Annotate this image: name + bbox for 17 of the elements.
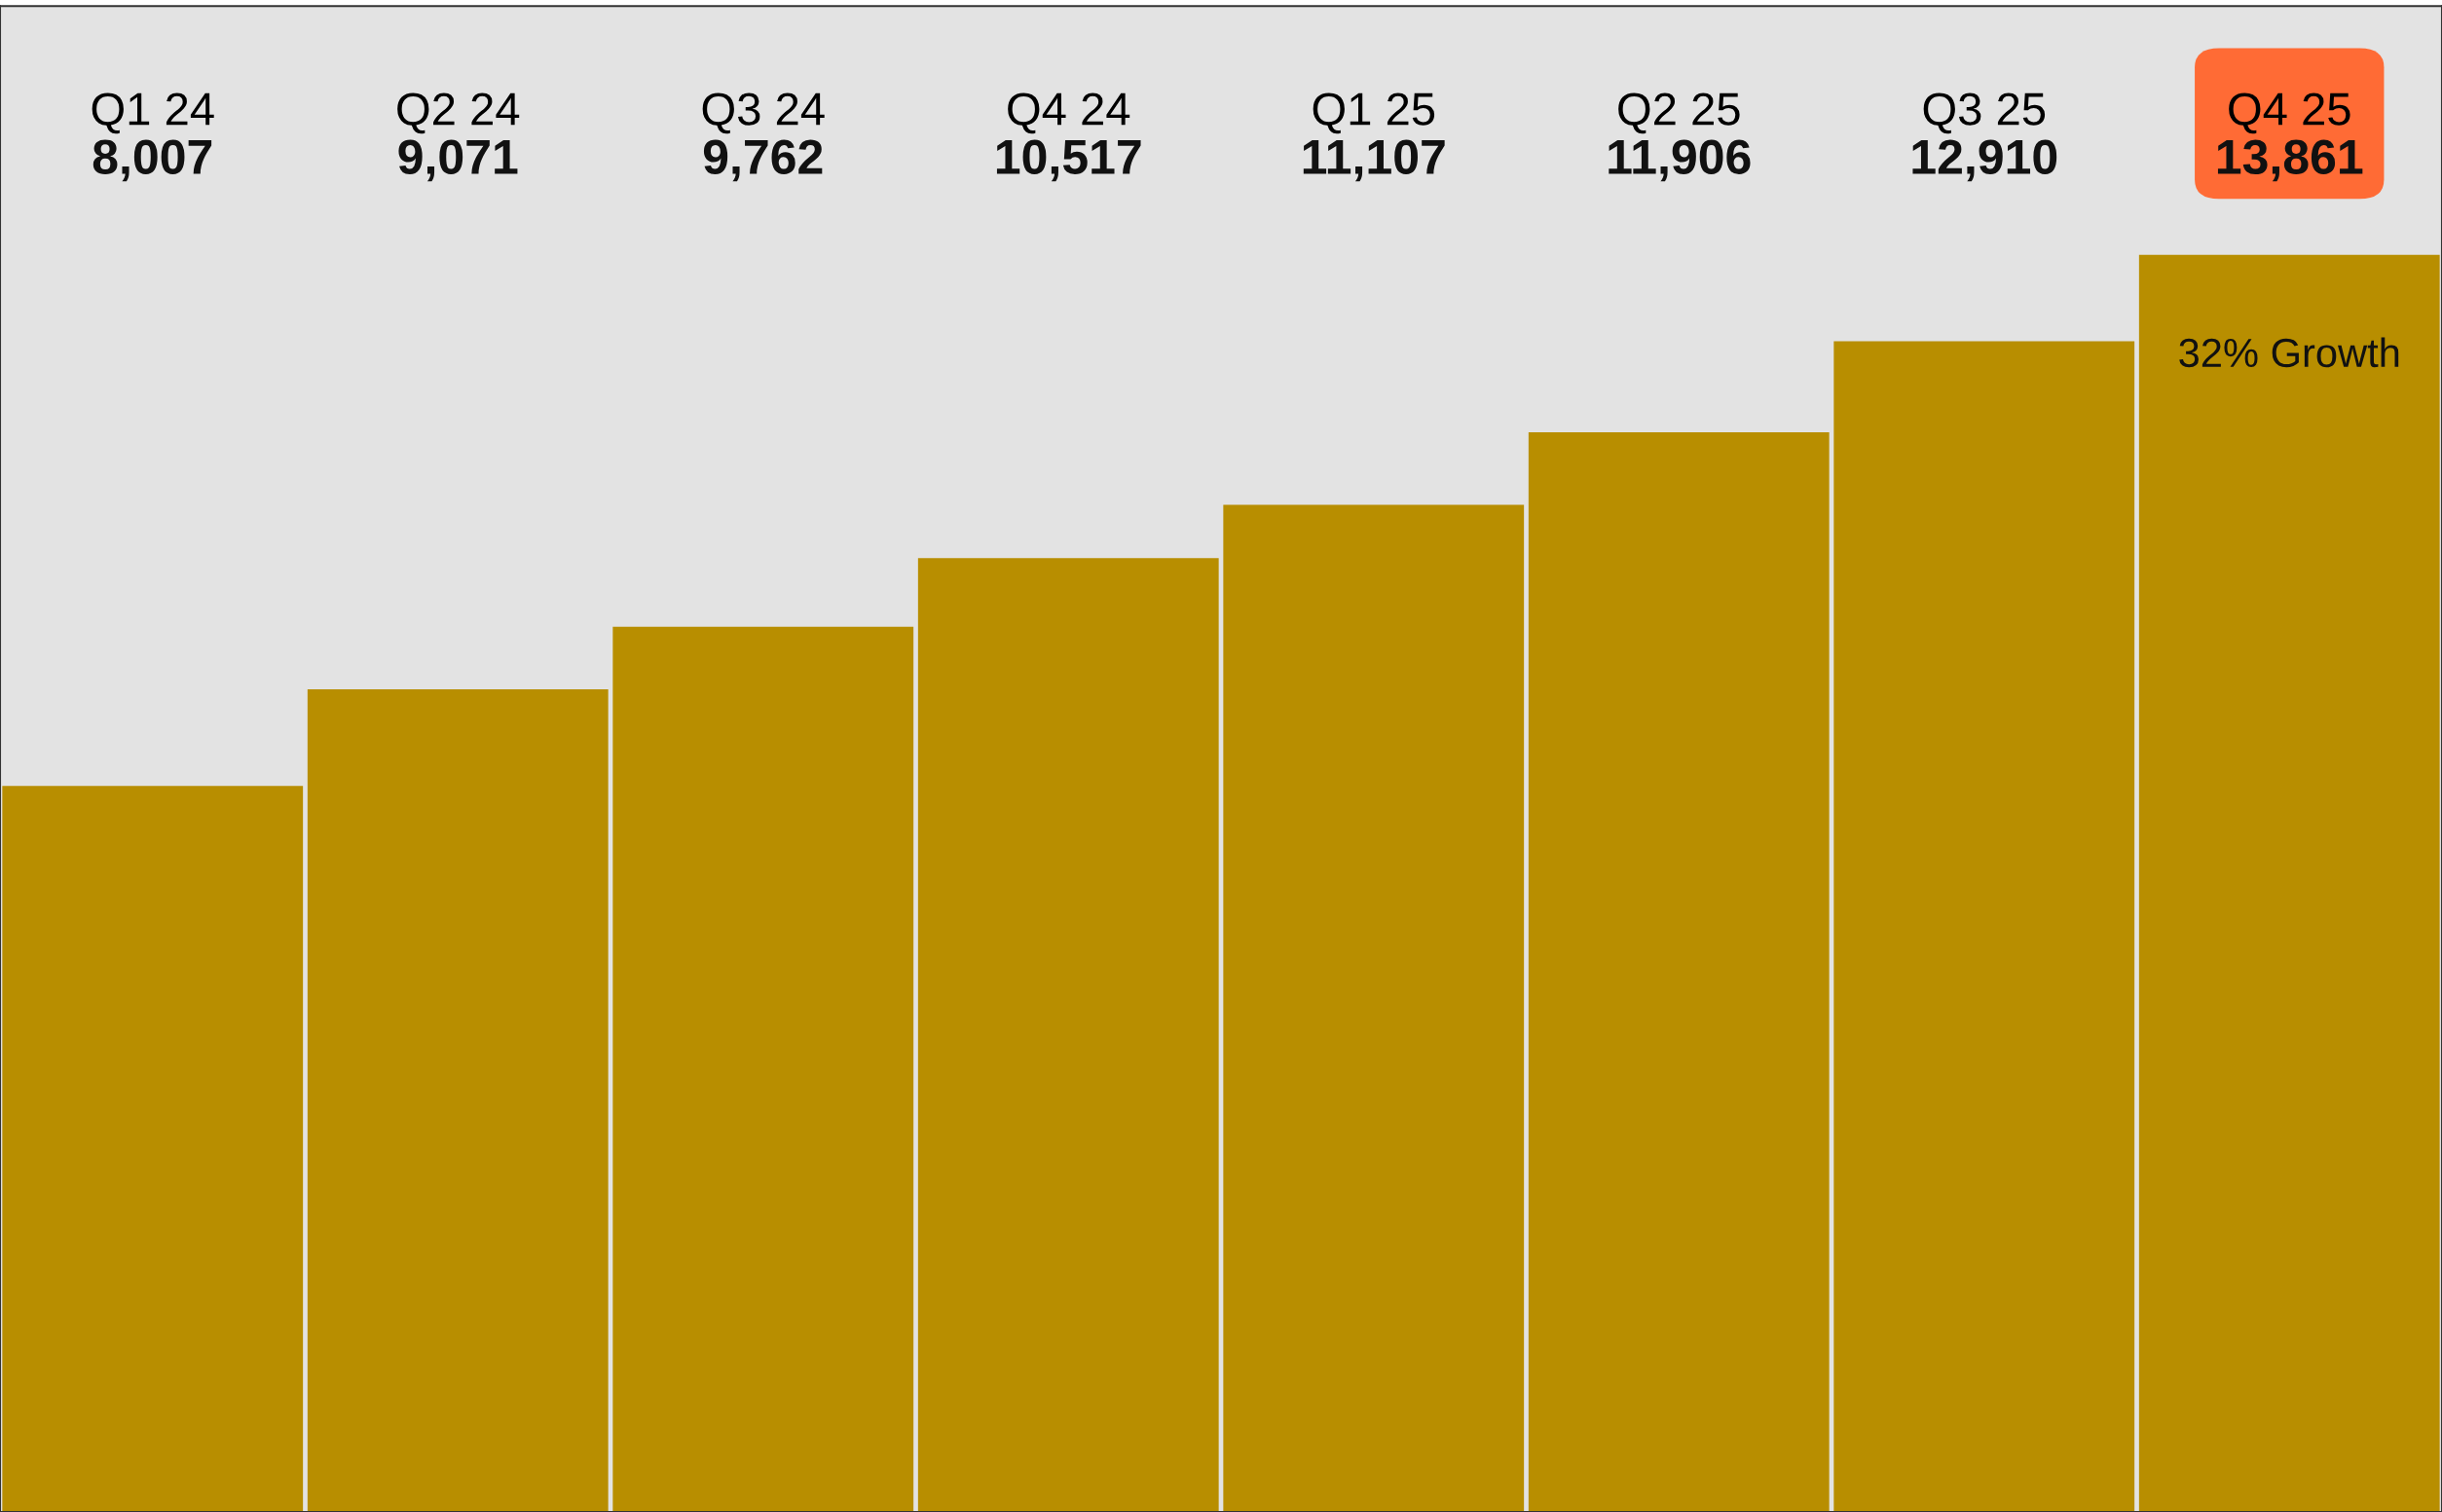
x-tick-label: Q3 24 xyxy=(702,92,825,134)
data-label: 9,071 xyxy=(398,139,518,182)
x-tick-label: Q1 25 xyxy=(1313,92,1435,134)
data-label: 9,762 xyxy=(703,139,823,182)
x-tick-label: Q1 24 xyxy=(92,92,214,134)
x-tick-label: Q4 24 xyxy=(1008,92,1130,134)
x-tick-label: Q2 24 xyxy=(397,92,520,134)
annotation: 32% Growth xyxy=(2179,337,2399,368)
data-label: 10,517 xyxy=(996,139,1141,182)
x-tick-label: Q3 25 xyxy=(1923,92,2046,134)
x-tick-label: Q4 25 xyxy=(2229,92,2350,134)
data-label: 11,107 xyxy=(1303,139,1445,182)
data-label: 11,906 xyxy=(1609,139,1751,182)
data-label: 8,007 xyxy=(92,139,212,182)
x-tick-label: Q2 25 xyxy=(1618,92,1740,134)
data-label: 13,861 xyxy=(2217,139,2363,182)
data-label: 12,910 xyxy=(1912,139,2057,182)
